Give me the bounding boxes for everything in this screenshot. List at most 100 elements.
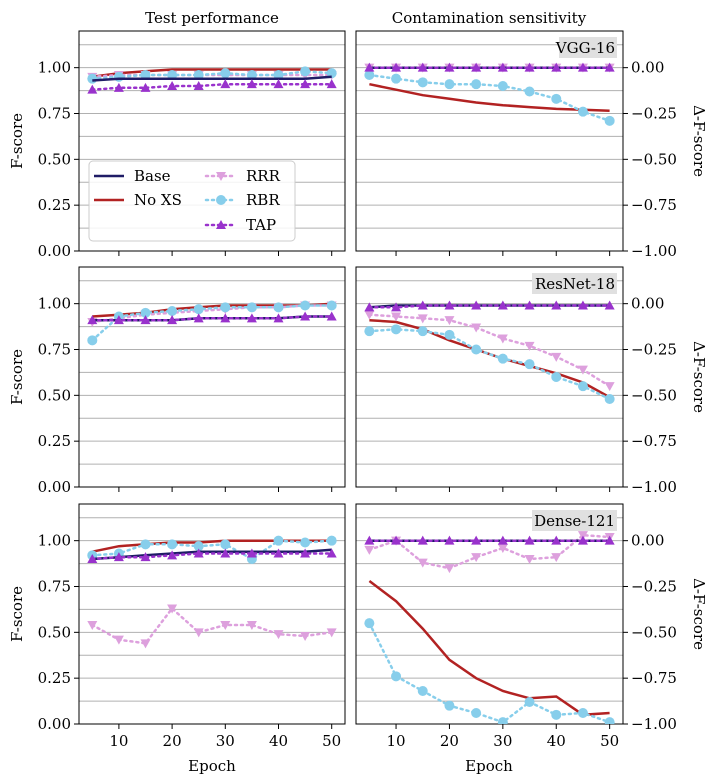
point-tap — [220, 548, 231, 558]
point-rbr — [577, 708, 588, 718]
legend-marker-rrr — [216, 172, 226, 181]
point-tap — [113, 315, 124, 325]
point-tap — [140, 552, 151, 562]
point-tap — [273, 79, 284, 89]
series-line-rbr — [368, 328, 611, 401]
point-rbr — [300, 300, 311, 311]
plot-frame — [355, 266, 624, 488]
point-tap — [87, 315, 98, 325]
x-tick-label: 30 — [493, 732, 512, 750]
series-line-rbr — [368, 621, 611, 724]
point-rbr — [604, 717, 615, 724]
y-tick-label: 0.75 — [38, 105, 71, 123]
point-tap — [417, 300, 428, 310]
point-tap — [140, 82, 151, 92]
y-tick-label: 0.00 — [631, 59, 664, 77]
point-tap — [167, 550, 178, 560]
x-tick-label: 20 — [440, 732, 459, 750]
point-tap — [167, 81, 178, 90]
series-line-no-xs — [92, 68, 332, 79]
series-line-base — [92, 548, 332, 561]
point-rbr — [471, 708, 482, 718]
model-label-box — [532, 510, 617, 531]
point-tap — [444, 535, 455, 545]
series-group — [87, 535, 337, 649]
model-label: VGG-16 — [555, 39, 615, 57]
point-rbr — [364, 618, 375, 629]
point-tap — [497, 300, 508, 310]
series-group — [364, 300, 615, 404]
point-tap — [113, 82, 124, 92]
point-tap — [444, 300, 455, 310]
series-line-no-xs — [369, 82, 610, 112]
point-rbr — [497, 717, 508, 724]
point-tap — [391, 62, 402, 72]
point-rrr — [364, 310, 375, 320]
point-rrr — [471, 553, 482, 563]
point-tap — [326, 548, 337, 558]
point-rbr — [193, 304, 204, 315]
point-rbr — [140, 307, 151, 318]
point-tap — [551, 300, 562, 310]
column-title-test-performance: Test performance — [145, 9, 279, 27]
point-rbr — [391, 671, 402, 682]
x-tick-label: 40 — [547, 732, 566, 750]
model-label-box — [559, 37, 617, 58]
y-tick-label: 0.50 — [38, 150, 71, 168]
point-tap — [273, 313, 284, 323]
model-label: Dense-121 — [534, 512, 615, 530]
point-tap — [417, 535, 428, 545]
series-line-rbr — [91, 304, 333, 342]
point-tap — [167, 315, 178, 325]
legend: Base No XS RRR RBR TAP — [88, 160, 296, 242]
y-tick-label: −1.00 — [631, 715, 677, 733]
x-tick-label: 50 — [600, 732, 619, 750]
plot-frame — [355, 30, 624, 252]
y-tick-label: 0.00 — [631, 295, 664, 313]
point-tap — [220, 79, 231, 89]
y-tick-label: 0.50 — [38, 386, 71, 404]
panel-2-2: −1.00 −0.75 −0.50 −0.25 0.00 ResNet-18 — [355, 266, 677, 496]
series-line-tap — [91, 552, 333, 561]
point-tap — [497, 535, 508, 545]
point-tap — [326, 79, 337, 89]
point-rrr — [497, 544, 508, 553]
plot-frame — [355, 503, 624, 725]
y-tick-label: −0.75 — [631, 432, 677, 450]
y-tick-label: −0.50 — [631, 386, 677, 404]
y-tick-label: 0.00 — [38, 242, 71, 260]
point-tap — [326, 311, 337, 321]
point-tap — [193, 81, 204, 90]
point-rbr — [167, 306, 178, 316]
point-rbr — [326, 535, 337, 546]
ylabel-left-row-3: F-score — [8, 586, 26, 642]
point-rbr — [246, 302, 257, 313]
legend-label-base: Base — [134, 167, 171, 185]
y-tick-label: 0.75 — [38, 578, 71, 596]
model-label: ResNet-18 — [535, 275, 615, 293]
point-rbr — [551, 93, 562, 104]
plot-frame — [78, 266, 346, 488]
point-rbr — [300, 537, 311, 548]
x-tick-label: 50 — [322, 732, 341, 750]
point-rbr — [220, 302, 231, 313]
y-tick-label: −0.75 — [631, 196, 677, 214]
point-rrr — [113, 635, 124, 645]
legend-marker-tap — [216, 220, 226, 229]
panel-3-1: 0.00 0.25 0.50 0.75 1.00 10 20 30 40 50 — [38, 503, 346, 750]
point-tap — [604, 535, 615, 545]
point-tap — [524, 535, 535, 545]
panel-3-2: −1.00 −0.75 −0.50 −0.25 0.00 10 20 30 40 50 Dense-… — [355, 503, 677, 750]
point-rbr — [604, 115, 615, 126]
point-tap — [364, 62, 375, 72]
series-group — [364, 62, 615, 126]
xlabel-right: Epoch — [465, 757, 513, 775]
point-rrr — [246, 621, 257, 630]
point-rrr — [444, 564, 455, 574]
y-tick-label: −0.75 — [631, 669, 677, 687]
point-rbr — [273, 535, 284, 546]
series-group — [87, 300, 337, 346]
series-line-rbr — [91, 70, 333, 80]
point-tap — [193, 548, 204, 558]
legend-label-tap: TAP — [246, 216, 276, 234]
